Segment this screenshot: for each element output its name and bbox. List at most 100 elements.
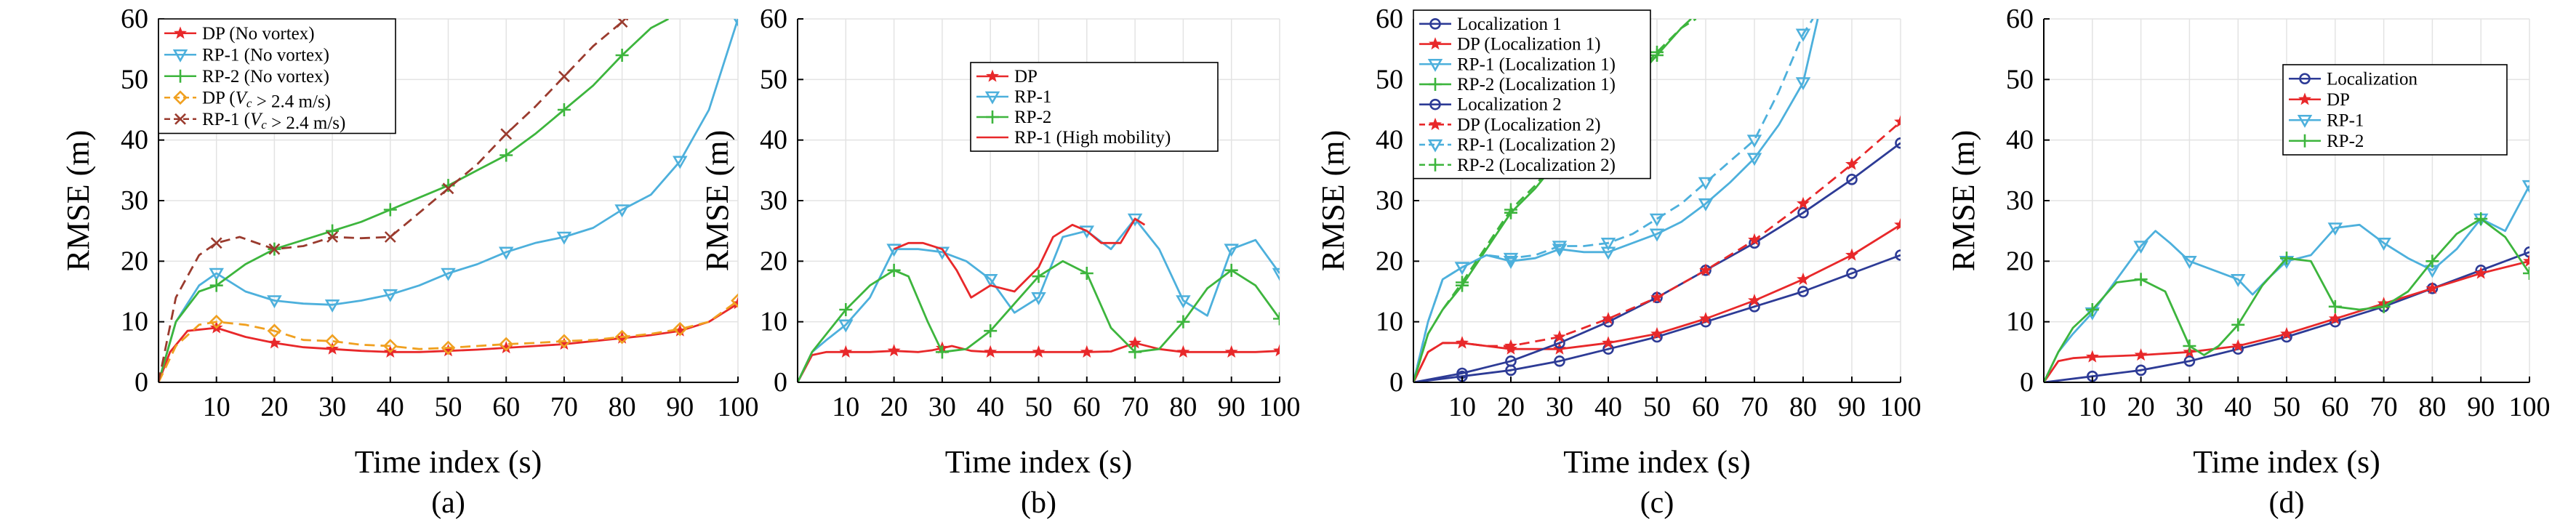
x-tick-label: 10 (832, 392, 859, 422)
data-point (557, 103, 571, 116)
legend-marker (1429, 117, 1442, 130)
data-point (441, 267, 456, 281)
data-point (1894, 217, 1901, 230)
y-tick-label: 20 (2006, 246, 2034, 276)
data-point (1748, 233, 1761, 246)
y-tick-label: 0 (774, 367, 787, 398)
data-point (984, 345, 998, 358)
data-point (1553, 330, 1566, 343)
data-point (2523, 254, 2529, 267)
series-line (159, 19, 670, 382)
y-tick-label: 30 (121, 185, 148, 216)
data-point (2521, 180, 2529, 193)
y-axis-label: RMSE (m) (699, 130, 735, 271)
data-point (2425, 281, 2439, 294)
data-point (2328, 299, 2342, 313)
data-point (984, 324, 998, 338)
series-line (159, 19, 738, 382)
data-point (2134, 348, 2148, 361)
x-tick-label: 30 (2175, 392, 2203, 422)
y-tick-label: 40 (2006, 125, 2034, 156)
x-tick-label: 30 (1546, 392, 1573, 422)
x-tick-label: 20 (2127, 392, 2155, 422)
legend-marker (1429, 77, 1442, 91)
legend-marker (173, 90, 188, 105)
legend-entry: RP-1 (1014, 87, 1051, 107)
data-point (935, 345, 949, 359)
data-point (326, 342, 340, 355)
series-rp-2 (798, 260, 1280, 382)
data-point (1895, 249, 1901, 261)
data-point (499, 337, 514, 352)
data-point (558, 71, 570, 83)
legend: Localization 1DP (Localization 1)RP-1 (L… (1413, 9, 1651, 180)
series-line (159, 302, 738, 382)
data-point (1650, 45, 1664, 59)
data-point (616, 19, 628, 28)
x-tick-label: 70 (1121, 392, 1149, 422)
data-point (1504, 339, 1517, 352)
data-point (2377, 299, 2391, 313)
data-point (614, 329, 630, 345)
x-tick-label: 80 (2418, 392, 2446, 422)
data-point (441, 179, 455, 193)
data-point (1602, 312, 1615, 325)
x-tick-label: 20 (880, 392, 908, 422)
data-point (209, 267, 224, 281)
data-point (2280, 326, 2293, 339)
legend-entry: RP-1 (Localization 1) (1457, 55, 1616, 74)
legend-marker (2299, 73, 2311, 85)
data-point (1552, 241, 1568, 254)
x-tick-label: 100 (1259, 392, 1301, 422)
legend-marker (986, 110, 999, 124)
y-tick-label: 30 (1376, 185, 1403, 216)
x-axis-label: Time index (s) (355, 444, 542, 480)
data-point (557, 334, 571, 349)
legend-entry: Localization (2327, 69, 2417, 89)
data-point (383, 203, 397, 217)
legend-marker (986, 69, 999, 82)
x-axis-label: Time index (s) (2193, 444, 2380, 480)
x-tick-label: 20 (260, 392, 288, 422)
y-tick-label: 20 (760, 246, 787, 276)
data-point (382, 289, 398, 302)
series-line (798, 342, 1280, 382)
data-point (1456, 275, 1469, 289)
chart-panel-d: 0 10 20 30 40 50 60 10 20 30 40 50 60 70 80 90 100 Time i… (1946, 4, 2551, 520)
data-point (267, 323, 282, 339)
data-point (1845, 248, 1858, 261)
series-rp-1-high-mobility (894, 217, 1146, 299)
data-point (2474, 266, 2488, 279)
data-point (268, 243, 281, 255)
x-tick-label: 50 (1643, 392, 1671, 422)
legend-entry: RP-2 (Localization 1) (1457, 75, 1616, 94)
data-point (1454, 262, 1470, 275)
series-line (798, 217, 1280, 382)
data-point (1699, 263, 1712, 276)
data-point (2230, 274, 2246, 287)
data-point (324, 299, 340, 313)
x-tick-label: 50 (435, 392, 462, 422)
data-point (1128, 336, 1142, 349)
data-point (2523, 267, 2529, 280)
data-point (2183, 339, 2196, 353)
legend-marker (1429, 158, 1442, 172)
data-point (382, 339, 398, 353)
x-tick-label: 80 (1789, 392, 1817, 422)
data-point (267, 295, 282, 309)
y-tick-label: 0 (1389, 367, 1403, 398)
data-point (839, 303, 853, 316)
legend-entry: DP (1014, 67, 1038, 87)
data-point (1846, 267, 1858, 279)
legend-entry: RP-1 (Vc > 2.4 m/s) (202, 110, 345, 133)
data-point (1748, 294, 1761, 307)
series-dp (2044, 254, 2529, 382)
data-point (1503, 252, 1519, 266)
series-line (1413, 19, 1697, 382)
legend-marker (1427, 139, 1443, 153)
data-point (1176, 295, 1191, 309)
panel-label: (d) (2269, 486, 2305, 520)
series-line (894, 217, 1146, 299)
